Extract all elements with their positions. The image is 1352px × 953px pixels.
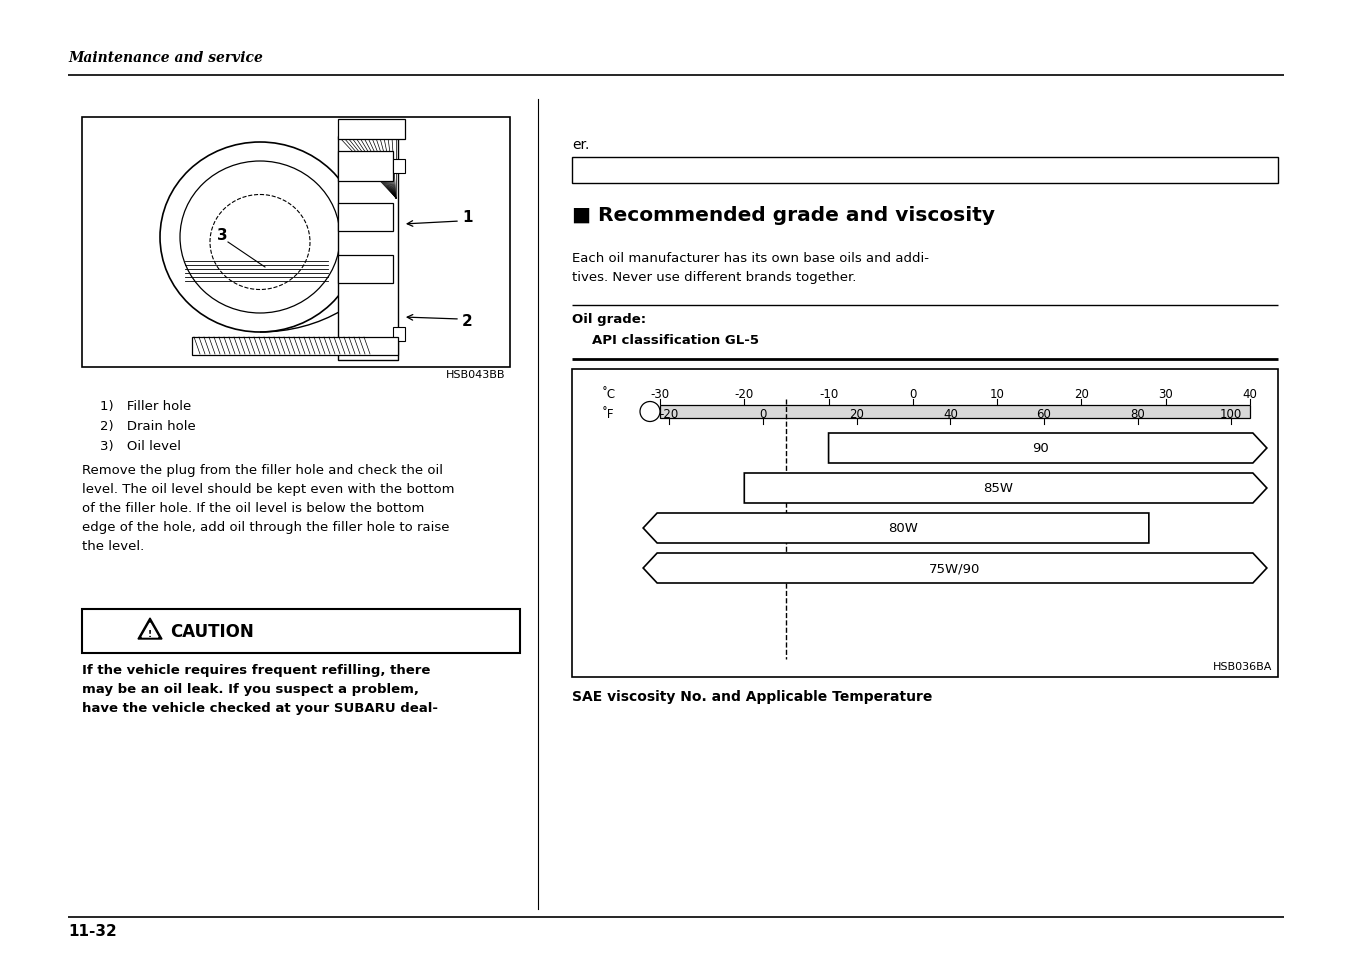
Bar xyxy=(338,152,393,182)
Text: Oil grade:: Oil grade: xyxy=(572,313,646,326)
Bar xyxy=(572,158,1278,184)
Text: If the vehicle requires frequent refilling, there
may be an oil leak. If you sus: If the vehicle requires frequent refilli… xyxy=(82,663,438,714)
Text: er.: er. xyxy=(572,138,589,152)
Text: -20: -20 xyxy=(734,388,754,400)
Text: Maintenance and service: Maintenance and service xyxy=(68,51,262,65)
Bar xyxy=(572,370,1278,678)
Bar xyxy=(338,255,393,284)
Bar xyxy=(338,137,397,360)
Bar xyxy=(660,406,1251,418)
Text: 2: 2 xyxy=(462,314,473,329)
Text: API classification GL-5: API classification GL-5 xyxy=(592,334,758,347)
Text: Each oil manufacturer has its own base oils and addi-
tives. Never use different: Each oil manufacturer has its own base o… xyxy=(572,252,929,284)
Polygon shape xyxy=(745,474,1267,503)
Text: 10: 10 xyxy=(990,388,1005,400)
Text: 2) Drain hole: 2) Drain hole xyxy=(100,419,196,433)
Text: 20: 20 xyxy=(1073,388,1088,400)
Text: CAUTION: CAUTION xyxy=(170,622,254,640)
Text: 80W: 80W xyxy=(888,522,918,535)
Polygon shape xyxy=(829,434,1267,463)
Text: 1: 1 xyxy=(462,211,472,225)
Bar xyxy=(192,337,397,355)
Text: 60: 60 xyxy=(1037,408,1052,420)
Polygon shape xyxy=(644,554,1267,583)
Text: 0: 0 xyxy=(909,388,917,400)
Polygon shape xyxy=(644,514,1149,543)
Text: 1) Filler hole: 1) Filler hole xyxy=(100,399,191,413)
Text: ■ Recommended grade and viscosity: ■ Recommended grade and viscosity xyxy=(572,206,995,225)
Bar xyxy=(338,204,393,232)
Text: 30: 30 xyxy=(1159,388,1174,400)
Bar xyxy=(393,328,406,341)
Text: 85W: 85W xyxy=(983,482,1014,495)
Text: 40: 40 xyxy=(942,408,957,420)
Text: 100: 100 xyxy=(1220,408,1242,420)
Polygon shape xyxy=(142,623,158,638)
Bar xyxy=(82,118,510,368)
Bar xyxy=(393,160,406,173)
Polygon shape xyxy=(138,618,162,639)
Text: ˚C: ˚C xyxy=(602,388,617,400)
Bar xyxy=(82,609,521,654)
Bar xyxy=(338,120,406,140)
Text: 0: 0 xyxy=(760,408,767,420)
Text: 11-32: 11-32 xyxy=(68,923,116,938)
Text: 80: 80 xyxy=(1130,408,1145,420)
Text: 3: 3 xyxy=(216,227,227,242)
Text: Remove the plug from the filler hole and check the oil
level. The oil level shou: Remove the plug from the filler hole and… xyxy=(82,463,454,553)
Text: 3) Oil level: 3) Oil level xyxy=(100,439,181,453)
Text: ˚F: ˚F xyxy=(602,408,615,420)
Text: 40: 40 xyxy=(1242,388,1257,400)
Text: -30: -30 xyxy=(650,388,669,400)
Circle shape xyxy=(639,402,660,422)
Text: 20: 20 xyxy=(849,408,864,420)
Text: HSB036BA: HSB036BA xyxy=(1213,661,1272,671)
Text: HSB043BB: HSB043BB xyxy=(446,370,506,379)
Text: -10: -10 xyxy=(819,388,838,400)
Text: !: ! xyxy=(147,630,151,639)
Text: SAE viscosity No. and Applicable Temperature: SAE viscosity No. and Applicable Tempera… xyxy=(572,689,933,703)
Text: 75W/90: 75W/90 xyxy=(929,562,980,575)
Text: -20: -20 xyxy=(660,408,679,420)
Text: 90: 90 xyxy=(1033,442,1049,455)
